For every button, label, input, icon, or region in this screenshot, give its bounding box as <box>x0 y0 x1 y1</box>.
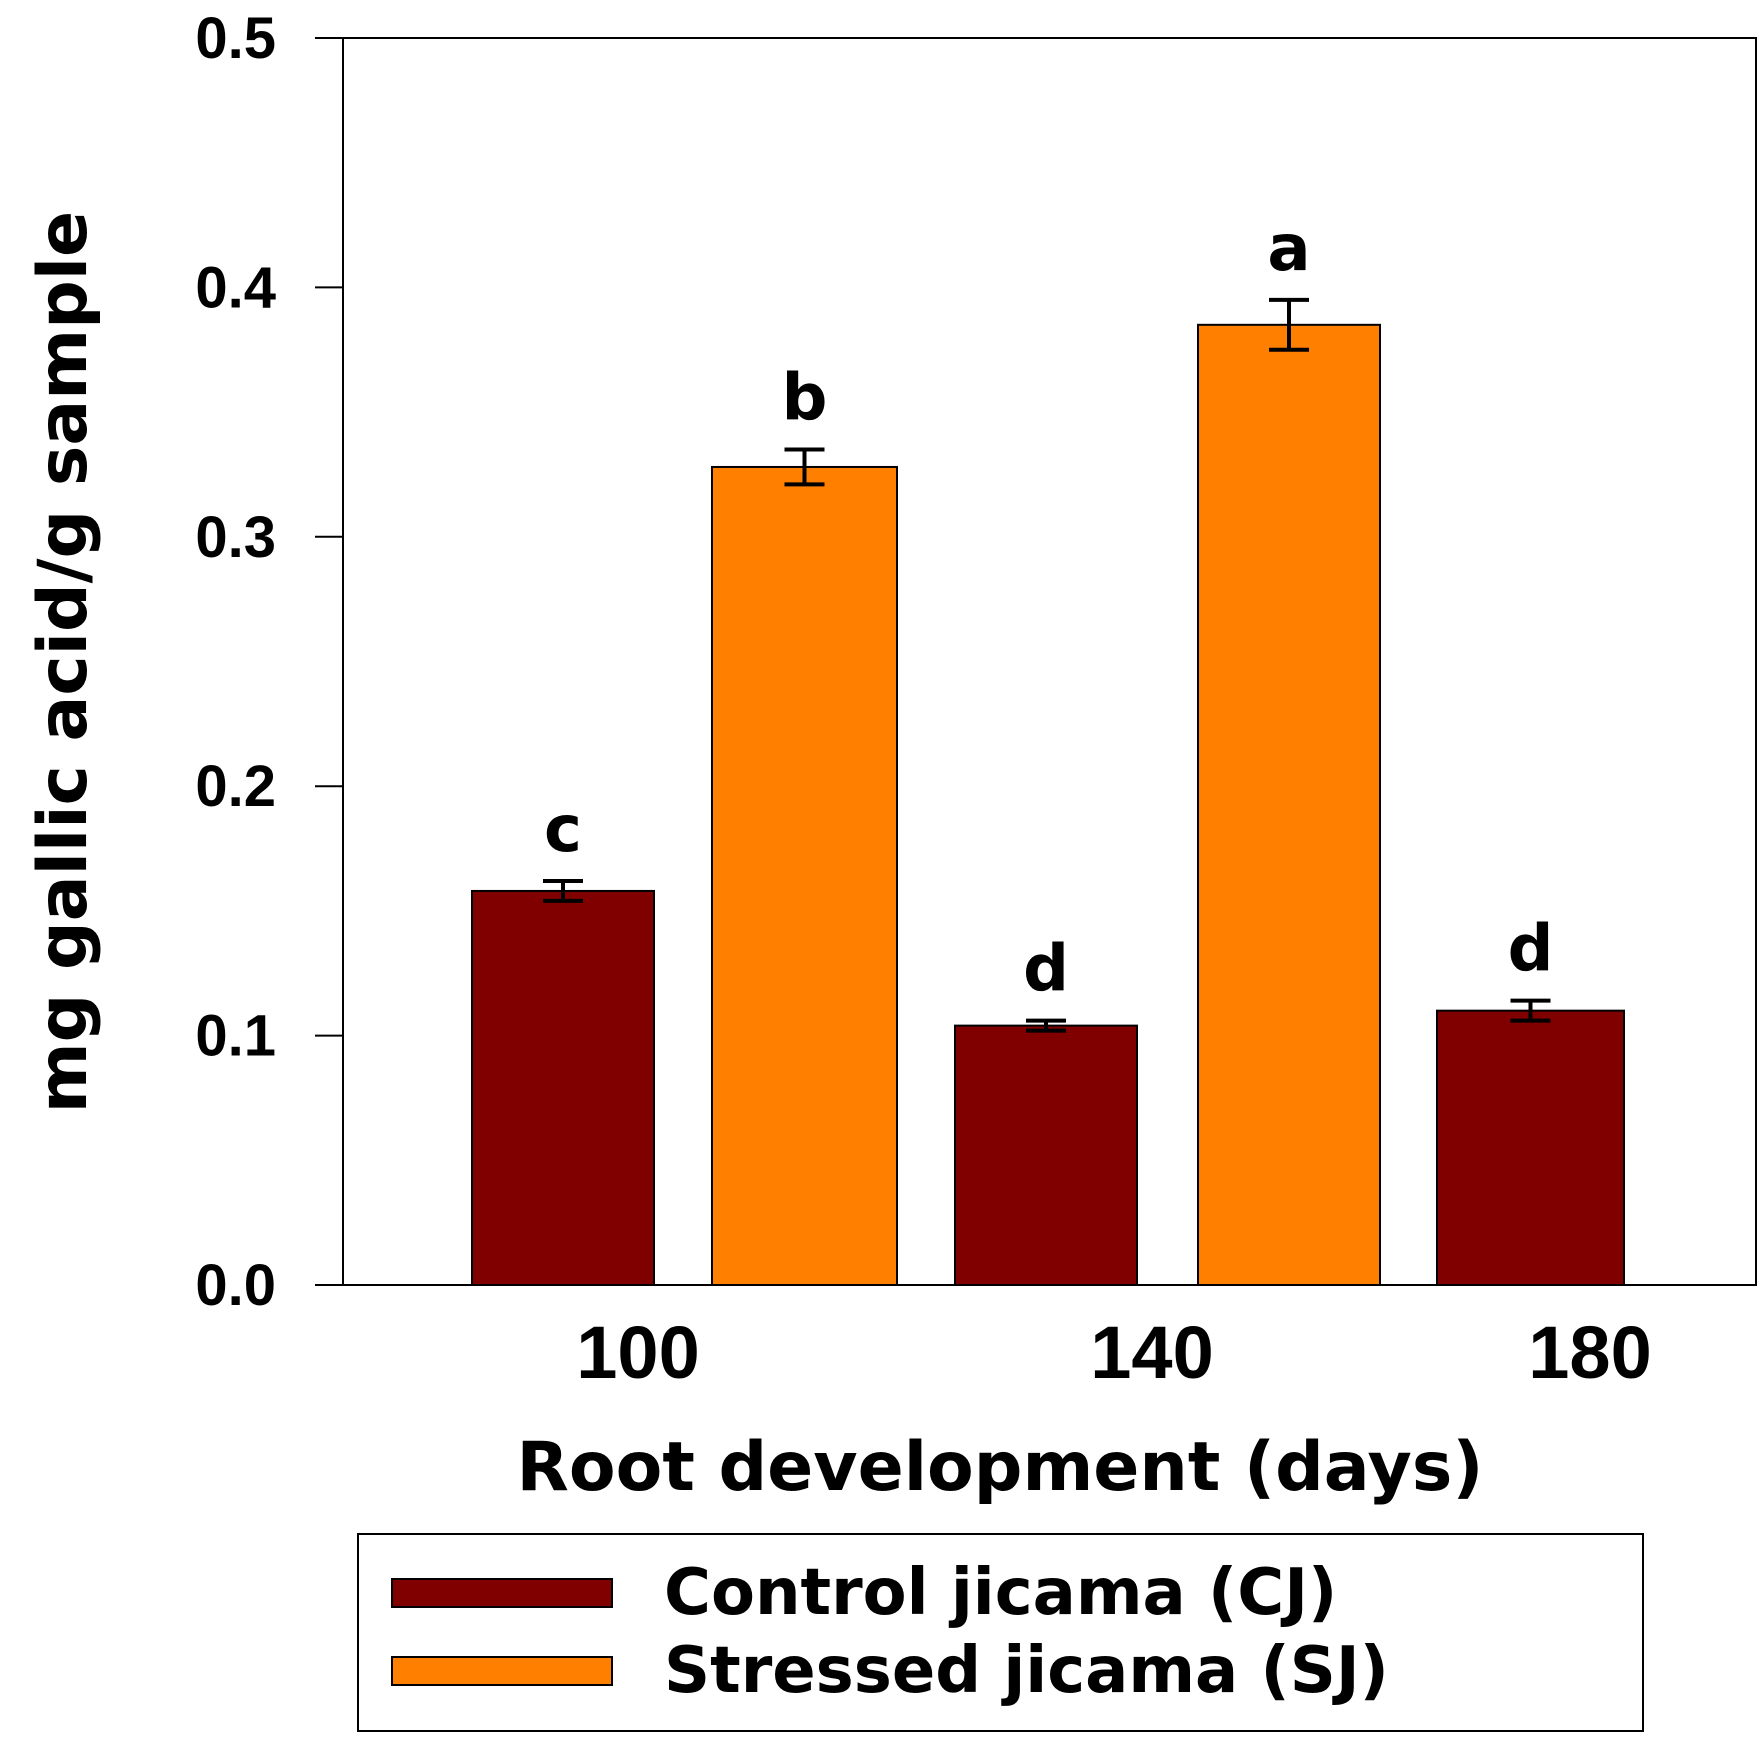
y-tick-label: 0.3 <box>195 505 276 570</box>
legend-frame <box>357 1533 1644 1732</box>
x-tick-label: 180 <box>1528 1311 1651 1394</box>
significance-label: d <box>1508 913 1554 987</box>
legend-swatch-control <box>391 1578 613 1608</box>
legend-label-stressed: Stressed jicama (SJ) <box>664 1634 1389 1708</box>
x-axis: 100 140 180 <box>576 1311 1651 1394</box>
bar-control-100 <box>471 889 655 1286</box>
bars-layer: c b d a d <box>471 212 1625 1287</box>
y-tick-label: 0.2 <box>195 754 276 819</box>
y-tick-label: 0.0 <box>195 1253 276 1318</box>
bar-stressed-100 <box>711 465 898 1286</box>
x-axis-title: Root development (days) <box>517 1428 1484 1507</box>
error-bar <box>1269 297 1309 352</box>
legend: Control jicama (CJ) Stressed jicama (SJ) <box>357 1533 1644 1732</box>
bar-stressed-140 <box>1197 323 1381 1286</box>
bar-control-140 <box>954 1024 1138 1287</box>
x-tick-label: 140 <box>1090 1311 1213 1394</box>
error-bar <box>784 447 825 487</box>
significance-label: a <box>1267 212 1310 286</box>
significance-label: b <box>782 362 828 436</box>
error-bar <box>1510 998 1551 1023</box>
y-axis-title: mg gallic acid/g sample <box>24 211 103 1113</box>
error-bar <box>543 878 583 903</box>
y-axis: 0.0 0.1 0.2 0.3 0.4 0.5 <box>195 6 343 1318</box>
bar-control-180 <box>1436 1009 1625 1286</box>
legend-label-control: Control jicama (CJ) <box>664 1556 1337 1630</box>
y-tick-label: 0.4 <box>195 255 276 320</box>
error-bar <box>1026 1018 1066 1033</box>
y-tick-label: 0.5 <box>195 6 276 71</box>
legend-swatch-stressed <box>391 1656 613 1686</box>
plot-frame <box>342 37 1757 1286</box>
significance-label: d <box>1023 933 1069 1007</box>
significance-label: c <box>544 793 582 867</box>
y-tick-label: 0.1 <box>195 1004 276 1069</box>
x-tick-label: 100 <box>576 1311 699 1394</box>
